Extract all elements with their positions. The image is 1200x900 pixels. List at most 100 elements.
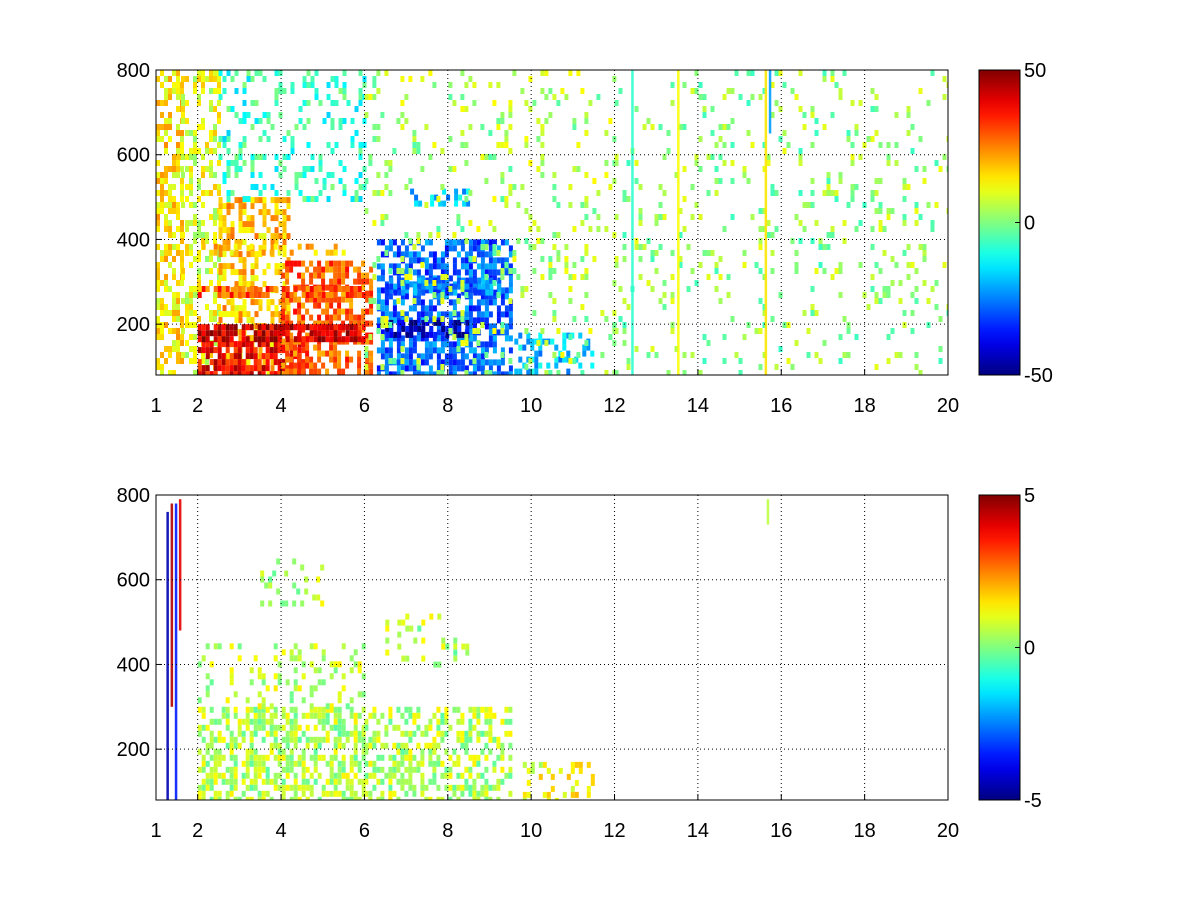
heatmap-cell (726, 88, 731, 94)
heatmap-cell (428, 371, 433, 375)
heatmap-cell (444, 748, 449, 755)
x-tick-label: 4 (275, 820, 286, 842)
heatmap-cell (508, 148, 513, 154)
heatmap-cell (172, 154, 176, 160)
heatmap-cell (213, 292, 217, 298)
heatmap-cell (349, 655, 354, 662)
heatmap-cell (176, 346, 180, 352)
heatmap-cell (305, 308, 310, 315)
heatmap-cell (321, 278, 326, 285)
heatmap-cell (504, 269, 509, 276)
heatmap-cell (209, 70, 213, 76)
heatmap-cell (400, 239, 405, 246)
heatmap-cell (442, 188, 447, 195)
heatmap-cell (229, 736, 234, 743)
heatmap-cell (750, 214, 755, 220)
heatmap-cell (586, 785, 591, 792)
heatmap-cell (301, 302, 306, 309)
heatmap-cell (436, 365, 441, 372)
heatmap-cell (508, 371, 513, 375)
heatmap-cell (540, 70, 545, 76)
heatmap-cell (233, 706, 238, 713)
heatmap-cell (658, 214, 663, 220)
heatmap-cell (156, 268, 160, 274)
heatmap-cell (306, 196, 311, 202)
heatmap-cell (185, 226, 189, 232)
heatmap-cell (180, 82, 184, 88)
heatmap-cell (241, 286, 246, 292)
heatmap-cell (604, 226, 609, 232)
heatmap-cell (514, 338, 519, 345)
heatmap-cell (934, 304, 939, 310)
heatmap-cell (281, 272, 286, 279)
heatmap-cell (238, 269, 243, 276)
heatmap-cell (274, 269, 279, 276)
heatmap-cell (666, 130, 671, 136)
heatmap-cell (250, 263, 255, 270)
heatmap-cell (886, 208, 891, 214)
heatmap-cell (273, 243, 278, 250)
heatmap-cell (416, 371, 421, 375)
heatmap-cell (197, 124, 201, 130)
heatmap-cell (253, 359, 258, 366)
heatmap-cell (305, 296, 310, 303)
heatmap-cell (226, 203, 231, 210)
heatmap-cell (234, 70, 239, 76)
heatmap-cell (766, 232, 771, 238)
heatmap-cell (650, 124, 655, 130)
heatmap-cell (326, 94, 331, 100)
heatmap-cell (424, 353, 429, 360)
heatmap-cell (233, 359, 238, 366)
heatmap-cell (284, 570, 289, 577)
heatmap-cell (301, 286, 306, 292)
heatmap-cell (364, 772, 369, 779)
heatmap-cell (604, 370, 609, 375)
heatmap-cell (500, 118, 505, 124)
heatmap-cell (790, 238, 795, 244)
heatmap-cell (233, 736, 238, 743)
heatmap-cell (185, 130, 189, 136)
heatmap-cell (388, 311, 393, 318)
heatmap-cell (189, 310, 193, 316)
heatmap-cell (417, 277, 422, 284)
heatmap-cell (357, 667, 362, 674)
heatmap-cell (926, 322, 931, 328)
heatmap-cell (262, 359, 267, 366)
heatmap-cell (368, 334, 373, 340)
heatmap-cell (762, 322, 767, 328)
heatmap-cell (313, 778, 318, 785)
heatmap-cell (217, 304, 221, 310)
heatmap-cell (225, 336, 230, 343)
heatmap-cell (257, 341, 262, 348)
heatmap-cell (794, 262, 799, 268)
heatmap-cell (468, 220, 473, 226)
heatmap-cell (329, 266, 334, 273)
heatmap-cell (638, 256, 643, 262)
heatmap-cell (309, 278, 314, 285)
heatmap-cell (742, 334, 747, 340)
heatmap-cell (870, 106, 875, 112)
heatmap-cell (448, 136, 453, 142)
heatmap-cell (405, 331, 410, 338)
heatmap-cell (794, 340, 799, 346)
heatmap-cell (172, 88, 176, 94)
heatmap-cell (425, 283, 430, 290)
heatmap-cell (168, 250, 172, 256)
heatmap-cell (492, 323, 497, 330)
heatmap-cell (168, 226, 172, 232)
heatmap-cell (910, 148, 915, 154)
heatmap-cell (846, 130, 851, 136)
heatmap-cell (365, 296, 370, 303)
heatmap-cell (572, 124, 577, 130)
heatmap-cell (254, 70, 259, 76)
heatmap-cell (452, 748, 457, 755)
heatmap-cell (762, 166, 767, 172)
heatmap-cell (353, 724, 358, 731)
heatmap-cell (464, 257, 469, 264)
heatmap-cell (540, 130, 545, 136)
heatmap-cell (508, 305, 513, 312)
x-tick-label: 16 (770, 820, 792, 842)
heatmap-cell (540, 142, 545, 148)
heatmap-cell (357, 356, 362, 363)
heatmap-cell (714, 286, 719, 292)
